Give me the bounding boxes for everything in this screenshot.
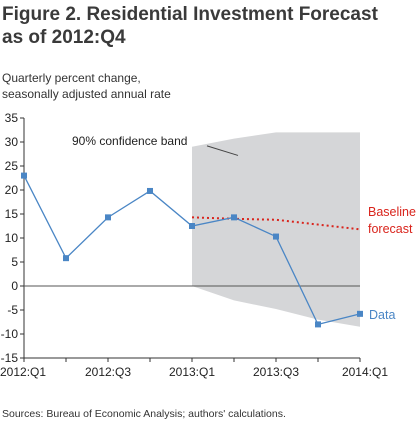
x-tick-label: 2012:Q1 — [0, 365, 46, 379]
y-tick-label: 15 — [5, 207, 19, 221]
data-point — [231, 214, 237, 221]
units-line1: Quarterly percent change, — [2, 71, 141, 85]
data-point — [315, 321, 321, 328]
chart-title-line2: as of 2012:Q4 — [2, 27, 126, 48]
baseline-forecast-label-line1: Baseline — [368, 205, 416, 219]
y-tick-label: 20 — [5, 183, 19, 197]
y-tick-label: -10 — [1, 327, 19, 341]
data-point — [63, 255, 69, 262]
y-tick-label: 30 — [5, 135, 19, 149]
series-layer — [21, 172, 363, 328]
y-tick-label: 25 — [5, 159, 19, 173]
x-tick-label: 2013:Q3 — [253, 365, 299, 379]
y-tick-label: -15 — [1, 351, 19, 365]
confidence-band — [192, 132, 360, 327]
chart-title-line1: Figure 2. Residential Investment Forecas… — [2, 4, 378, 25]
source-note: Sources: Bureau of Economic Analysis; au… — [2, 408, 286, 420]
data-point — [273, 233, 279, 240]
y-tick-label: -5 — [7, 303, 18, 317]
x-tick-label: 2014:Q1 — [342, 365, 388, 379]
baseline-forecast-line — [191, 216, 361, 231]
chart-title: Figure 2. Residential Investment Forecas… — [2, 3, 416, 49]
y-tick-label: 0 — [11, 279, 18, 293]
confidence-band-pointer — [206, 145, 239, 156]
data-point — [147, 187, 153, 194]
data-point — [105, 214, 111, 221]
annotation-layer: 90% confidence band Baseline forecast Data — [72, 134, 416, 322]
data-point — [357, 310, 363, 317]
data-series-label: Data — [369, 308, 395, 322]
x-tick-label: 2012:Q3 — [85, 365, 131, 379]
data-point — [21, 172, 27, 179]
data-point — [189, 223, 195, 229]
baseline-forecast-label-line2: forecast — [368, 222, 413, 236]
y-tick-label: 5 — [11, 255, 18, 269]
y-tick-label: 10 — [5, 231, 19, 245]
y-tick-label: 35 — [5, 111, 19, 125]
confidence-band-layer — [192, 132, 360, 327]
confidence-band-label: 90% confidence band — [72, 134, 187, 148]
x-tick-label: 2013:Q1 — [169, 365, 215, 379]
y-axis-units: Quarterly percent change, seasonally adj… — [2, 70, 171, 102]
units-line2: seasonally adjusted annual rate — [2, 87, 171, 101]
